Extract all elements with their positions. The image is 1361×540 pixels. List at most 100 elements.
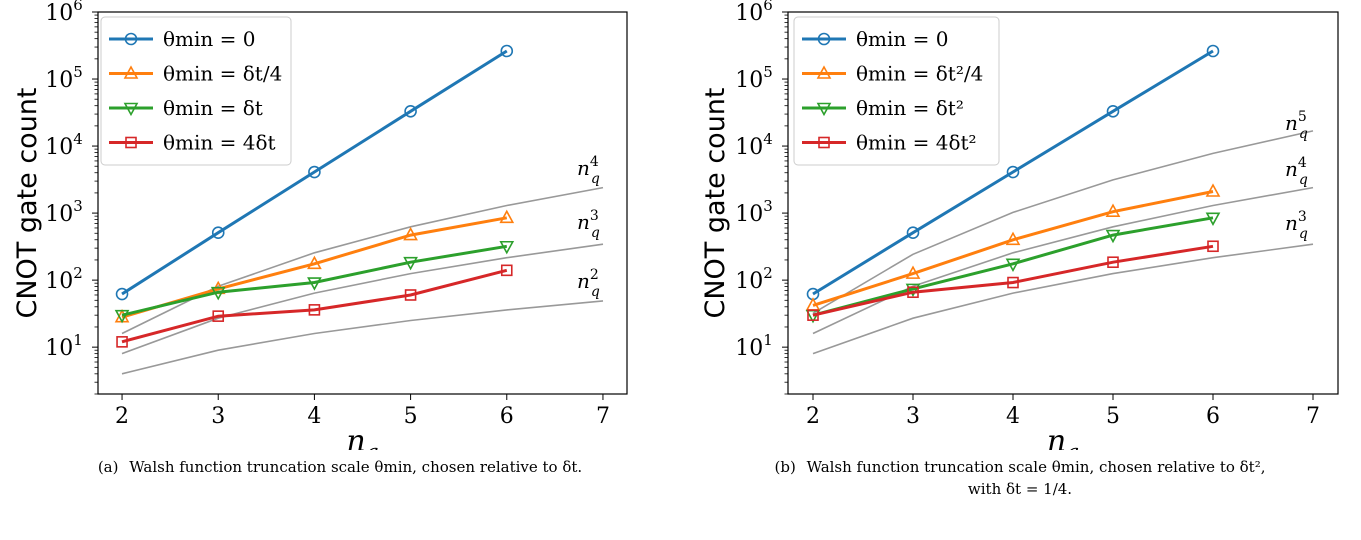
plot-frame-a (97, 11, 628, 395)
data-point-a-3-1 (212, 310, 225, 322)
legend-marker-a-3 (125, 136, 137, 149)
data-point-a-0-0 (115, 287, 129, 301)
reference-label-b-2: n3 q (1285, 209, 1308, 242)
x-tick-label-a-1: 3 (211, 404, 225, 429)
legend-box-a (100, 16, 292, 166)
data-point-a-3-4 (500, 264, 513, 277)
legend-marker-a-2 (123, 102, 139, 117)
data-point-b-3-0 (807, 309, 819, 321)
legend-marker-a-0 (124, 32, 138, 46)
reference-curve-b-1 (812, 186, 1314, 335)
legend-marker-a-1 (123, 65, 139, 79)
figure-panel-a: n4 q n3 q n2 q 2 3 4 5 6 7 101 102 103 104 105 106 CNOT ga… (0, 0, 680, 540)
reference-curve-a-0 (121, 186, 604, 335)
chart-a: n4 q n3 q n2 q 2 3 4 5 6 7 101 102 103 104 105 106 CNOT ga… (12, 0, 628, 463)
data-point-b-3-1 (907, 286, 919, 299)
reference-label-a-0: n4 q (577, 154, 600, 187)
data-point-b-0-1 (906, 226, 920, 239)
y-tick-label-a-1: 102 (45, 264, 83, 294)
y-tick-label-b-0: 101 (735, 331, 773, 361)
data-point-a-2-1 (210, 286, 226, 301)
legend-label-b-1: θmin = δt²/4 (856, 62, 983, 86)
data-point-b-1-4 (1205, 183, 1221, 197)
series-line-b-1 (812, 190, 1214, 307)
y-tick-label-b-2: 103 (735, 197, 773, 227)
legend-box-b (793, 16, 1000, 166)
caption-a-text: Walsh function truncation scale θmin, ch… (129, 458, 583, 476)
series-line-a-2 (121, 244, 508, 317)
y-tick-label-b-1: 102 (735, 264, 773, 294)
caption-b: (b) Walsh function truncation scale θmin… (680, 456, 1360, 500)
data-point-a-1-3 (403, 226, 418, 241)
caption-b-text: Walsh function truncation scale θmin, ch… (806, 458, 1266, 476)
y-axis-label-b: CNOT gate count (700, 87, 731, 318)
data-point-a-2-2 (307, 277, 322, 291)
series-line-a-0 (121, 49, 508, 296)
reference-label-a-1: n3 q (577, 208, 600, 241)
y-tick-label-b-3: 104 (735, 130, 773, 160)
x-tick-label-b-3: 5 (1106, 404, 1120, 429)
legend-marker-b-1 (816, 65, 832, 79)
data-point-a-0-2 (308, 165, 321, 179)
reference-label-b-0: n5 q (1285, 109, 1308, 142)
data-point-a-0-4 (500, 44, 514, 58)
legend-label-b-2: θmin = δt² (856, 96, 964, 120)
x-tick-label-a-5: 7 (596, 404, 610, 429)
y-tick-label-a-4: 105 (45, 63, 83, 93)
x-tick-label-b-4: 6 (1206, 404, 1220, 429)
data-point-b-0-3 (1106, 105, 1120, 118)
data-point-b-1-1 (905, 265, 921, 279)
reference-curve-a-2 (121, 300, 604, 375)
series-line-b-0 (812, 49, 1214, 296)
x-tick-label-b-1: 3 (906, 404, 920, 429)
data-point-a-1-4 (499, 209, 515, 224)
caption-a-tag: (a) (97, 458, 119, 476)
data-point-a-1-2 (307, 255, 322, 270)
data-point-b-1-2 (1005, 231, 1021, 246)
data-point-a-2-4 (499, 240, 515, 255)
reference-curve-b-0 (812, 130, 1314, 314)
legend-marker-b-0 (817, 32, 831, 46)
legend-label-a-3: θmin = 4δt (163, 131, 276, 155)
x-tick-label-b-0: 2 (806, 404, 820, 429)
data-point-a-0-3 (404, 105, 417, 118)
x-tick-label-a-4: 6 (500, 404, 514, 429)
legend-label-a-2: θmin = δt (163, 96, 263, 120)
plot-frame-b (787, 11, 1339, 395)
x-axis-label-a: nq (346, 424, 378, 450)
reference-curve-a-1 (121, 243, 604, 355)
data-point-b-2-2 (1005, 258, 1021, 272)
data-point-b-2-1 (905, 283, 921, 298)
x-axis-label-b: nq (1047, 424, 1079, 450)
series-line-b-3 (812, 244, 1214, 317)
caption-b-line2: with δt = 1/4. (967, 480, 1073, 498)
data-point-a-0-1 (211, 226, 225, 239)
reference-label-b-1: n4 q (1285, 155, 1308, 188)
data-point-a-2-0 (114, 309, 130, 324)
caption-a: (a) Walsh function truncation scale θmin… (0, 456, 680, 478)
series-line-a-3 (121, 268, 508, 344)
data-point-a-2-3 (403, 256, 418, 271)
series-line-b-2 (812, 216, 1214, 317)
data-point-b-3-3 (1107, 256, 1119, 269)
data-point-b-0-2 (1006, 165, 1020, 179)
y-tick-label-b-4: 105 (735, 63, 773, 93)
reference-curve-b-2 (812, 243, 1314, 355)
data-point-b-2-3 (1105, 229, 1121, 244)
x-tick-label-a-0: 2 (115, 404, 129, 429)
data-point-a-3-0 (116, 336, 128, 348)
data-point-b-2-4 (1205, 212, 1221, 226)
y-tick-label-a-3: 104 (45, 130, 83, 160)
figure-panel-b: n5 q n4 q n3 q 2 3 4 5 6 7 101 102 103 104 105 106 CNOT ga… (680, 0, 1360, 540)
data-point-b-0-4 (1206, 44, 1220, 58)
legend-label-b-0: θmin = 0 (856, 27, 948, 51)
legend-label-a-0: θmin = 0 (163, 27, 255, 51)
legend-label-b-3: θmin = 4δt² (856, 131, 977, 155)
legend-marker-b-2 (816, 102, 832, 117)
x-tick-label-b-5: 7 (1306, 404, 1320, 429)
data-point-a-3-2 (308, 304, 321, 316)
x-tick-label-b-2: 4 (1006, 404, 1020, 429)
y-tick-label-a-2: 103 (45, 197, 83, 227)
reference-label-a-2: n2 q (577, 267, 600, 300)
data-point-b-3-4 (1207, 240, 1219, 253)
